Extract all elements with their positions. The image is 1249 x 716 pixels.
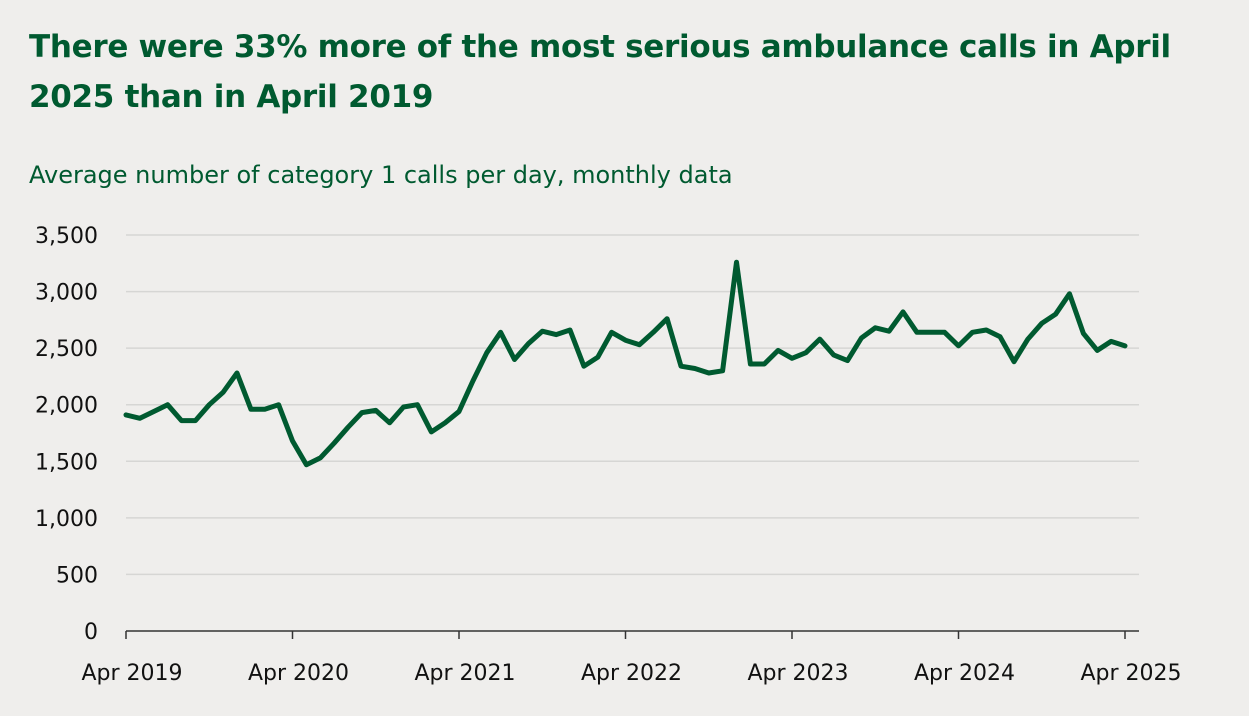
data-point — [581, 364, 586, 369]
data-point — [623, 338, 628, 343]
x-tick-label: Apr 2025 — [1080, 661, 1181, 686]
y-tick-label: 3,500 — [35, 224, 98, 249]
x-tick-label: Apr 2023 — [747, 661, 848, 686]
data-point — [137, 416, 142, 421]
data-point — [124, 412, 129, 417]
data-point — [914, 330, 919, 335]
y-tick-label: 3,000 — [35, 281, 98, 306]
data-point — [332, 441, 337, 446]
data-point — [498, 330, 503, 335]
data-point — [831, 352, 836, 357]
data-point — [970, 330, 975, 335]
data-point — [595, 355, 600, 360]
x-tick-label: Apr 2022 — [581, 661, 682, 686]
data-point — [526, 341, 531, 346]
data-point — [207, 402, 212, 407]
data-point — [748, 362, 753, 367]
data-point — [401, 405, 406, 410]
data-point — [1025, 337, 1030, 342]
data-point — [776, 348, 781, 353]
y-tick-label: 2,000 — [35, 394, 98, 419]
data-point — [859, 336, 864, 341]
x-tick-label: Apr 2024 — [914, 661, 1015, 686]
data-point — [692, 366, 697, 371]
data-point — [942, 330, 947, 335]
chart-title: There were 33% more of the most serious … — [29, 29, 1171, 115]
data-point — [304, 462, 309, 467]
data-point — [928, 330, 933, 335]
data-point — [470, 379, 475, 384]
data-point — [1039, 321, 1044, 326]
data-point — [512, 357, 517, 362]
data-point — [665, 316, 670, 321]
data-point — [1109, 339, 1114, 344]
y-tick-label: 1,500 — [35, 450, 98, 475]
data-point — [998, 334, 1003, 339]
data-point — [706, 371, 711, 376]
axis-layer: 0 500 1,000 1,500 2,000 2,500 3,000 3,500 Apr 20… — [35, 224, 1182, 686]
data-point — [956, 343, 961, 348]
y-tick-label: 1,000 — [35, 507, 98, 532]
data-point — [1123, 343, 1128, 348]
series-layer — [123, 259, 1128, 468]
data-point — [290, 438, 295, 443]
x-tick-label: Apr 2020 — [248, 661, 349, 686]
data-point — [193, 418, 198, 423]
data-point — [540, 329, 545, 334]
y-tick-label: 0 — [84, 620, 98, 645]
data-point — [609, 330, 614, 335]
data-point — [984, 328, 989, 333]
data-point — [276, 402, 281, 407]
data-point — [373, 408, 378, 413]
data-point — [443, 420, 448, 425]
data-point — [484, 350, 489, 355]
data-point — [248, 407, 253, 412]
data-point — [221, 390, 226, 395]
y-tick-label: 2,500 — [35, 337, 98, 362]
data-point — [790, 356, 795, 361]
chart-subtitle: Average number of category 1 calls per d… — [29, 161, 733, 189]
data-point — [803, 350, 808, 355]
data-point — [901, 309, 906, 314]
data-point — [165, 402, 170, 407]
data-point — [151, 409, 156, 414]
data-point — [1081, 331, 1086, 336]
data-point — [457, 409, 462, 414]
data-point — [429, 429, 434, 434]
data-point — [415, 402, 420, 407]
data-point — [346, 425, 351, 430]
x-tick-label: Apr 2019 — [81, 661, 182, 686]
data-point — [762, 362, 767, 367]
data-point — [1067, 291, 1072, 296]
data-point — [568, 328, 573, 333]
y-tick-label: 500 — [56, 563, 98, 588]
data-point — [1053, 312, 1058, 317]
data-point — [179, 418, 184, 423]
data-point — [679, 364, 684, 369]
data-point — [1012, 359, 1017, 364]
data-point — [734, 260, 739, 265]
data-point — [387, 420, 392, 425]
data-point — [359, 410, 364, 415]
grid-layer — [126, 234, 1139, 576]
data-point — [873, 325, 878, 330]
data-point — [637, 342, 642, 347]
series-line — [123, 259, 1128, 468]
data-point — [262, 407, 267, 412]
data-point — [554, 332, 559, 337]
x-tick-label: Apr 2021 — [414, 661, 515, 686]
data-point — [1095, 348, 1100, 353]
data-point — [845, 358, 850, 363]
data-point — [235, 371, 240, 376]
data-point — [318, 455, 323, 460]
data-point — [817, 337, 822, 342]
data-point — [887, 329, 892, 334]
data-point — [720, 368, 725, 373]
data-point — [651, 330, 656, 335]
